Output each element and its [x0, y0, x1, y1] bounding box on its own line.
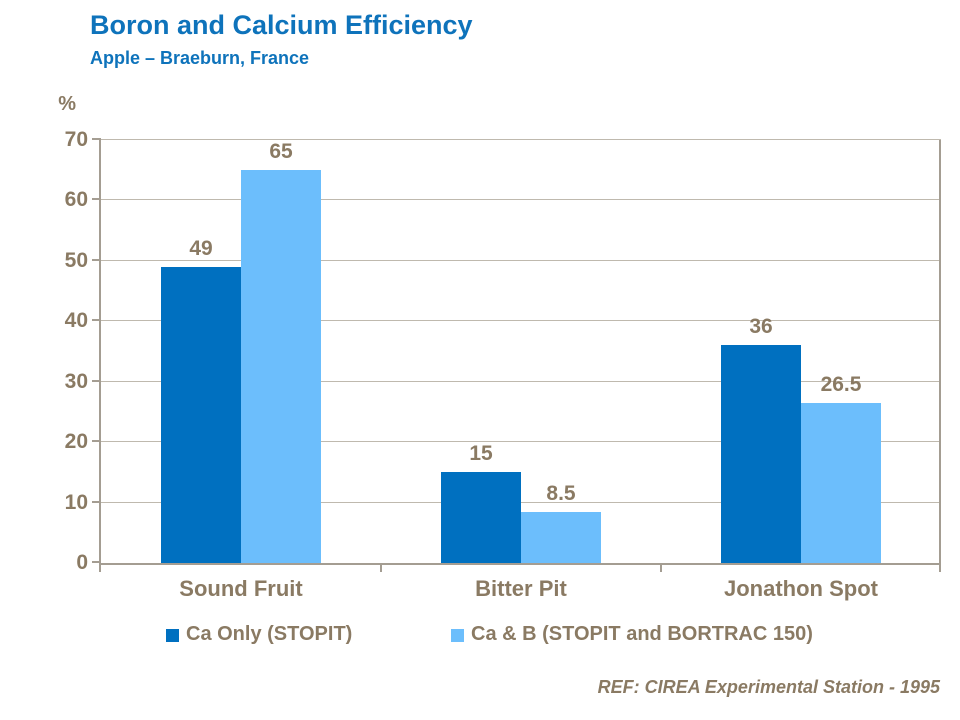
gridline	[101, 320, 941, 322]
bar-jonathon-spot-ca-b-stopit-and-bortrac-150-	[801, 402, 881, 563]
y-tick-label: 0	[76, 551, 88, 574]
y-tick-label: 70	[64, 128, 88, 151]
y-tick-label: 20	[64, 430, 88, 454]
gridline	[101, 441, 941, 443]
x-axis-line	[99, 563, 941, 565]
bar-value-label: 65	[269, 140, 293, 164]
legend-item-ca-and-b: Ca & B (STOPIT and BORTRAC 150)	[451, 621, 813, 647]
gridline	[101, 501, 941, 503]
y-tick	[92, 500, 101, 503]
legend-label-ca-and-b: Ca & B (STOPIT and BORTRAC 150)	[471, 623, 813, 645]
category-label: Bitter Pit	[475, 576, 567, 601]
gridline	[101, 259, 941, 261]
y-tick	[92, 138, 101, 140]
plot-right-border	[939, 140, 941, 572]
gridline	[101, 380, 941, 382]
bar-value-label: 26.5	[820, 372, 862, 396]
legend-item-ca-only: Ca Only (STOPIT)	[166, 621, 352, 647]
y-tick	[92, 258, 101, 261]
category-label: Sound Fruit	[179, 576, 303, 601]
chart-title: Boron and Calcium Efficiency	[90, 10, 473, 40]
gridline	[101, 199, 941, 201]
bar-sound-fruit-ca-only-stopit-	[161, 266, 241, 563]
y-tick-label: 60	[64, 188, 88, 212]
legend-label-ca-only: Ca Only (STOPIT)	[186, 623, 353, 645]
y-tick	[92, 561, 101, 563]
y-axis-unit-label: %	[58, 93, 76, 115]
x-tick	[660, 565, 662, 572]
x-tick	[380, 565, 382, 572]
reference-note: REF: CIREA Experimental Station - 1995	[597, 677, 940, 697]
legend-swatch-ca-and-b-icon	[451, 628, 464, 642]
bar-value-label: 15	[469, 442, 493, 466]
y-tick	[92, 379, 101, 382]
bar-value-label: 49	[189, 236, 213, 260]
chart-subtitle: Apple – Braeburn, France	[90, 48, 310, 68]
bar-sound-fruit-ca-b-stopit-and-bortrac-150-	[241, 170, 321, 563]
legend-swatch-ca-only-icon	[166, 628, 179, 642]
y-tick	[92, 319, 101, 322]
y-tick	[92, 198, 101, 201]
y-tick-label: 50	[64, 248, 88, 272]
bar-bitter-pit-ca-only-stopit-	[441, 472, 521, 563]
bar-value-label: 8.5	[546, 481, 576, 505]
bar-value-label: 36	[749, 315, 773, 339]
y-axis-line	[99, 140, 101, 572]
bar-jonathon-spot-ca-only-stopit-	[721, 345, 801, 563]
y-tick-label: 40	[64, 309, 88, 333]
bar-bitter-pit-ca-b-stopit-and-bortrac-150-	[521, 511, 601, 563]
y-tick-label: 30	[64, 369, 88, 393]
gridline	[101, 139, 941, 140]
y-tick-label: 10	[64, 490, 88, 514]
category-label: Jonathon Spot	[724, 576, 878, 601]
y-tick	[92, 440, 101, 443]
